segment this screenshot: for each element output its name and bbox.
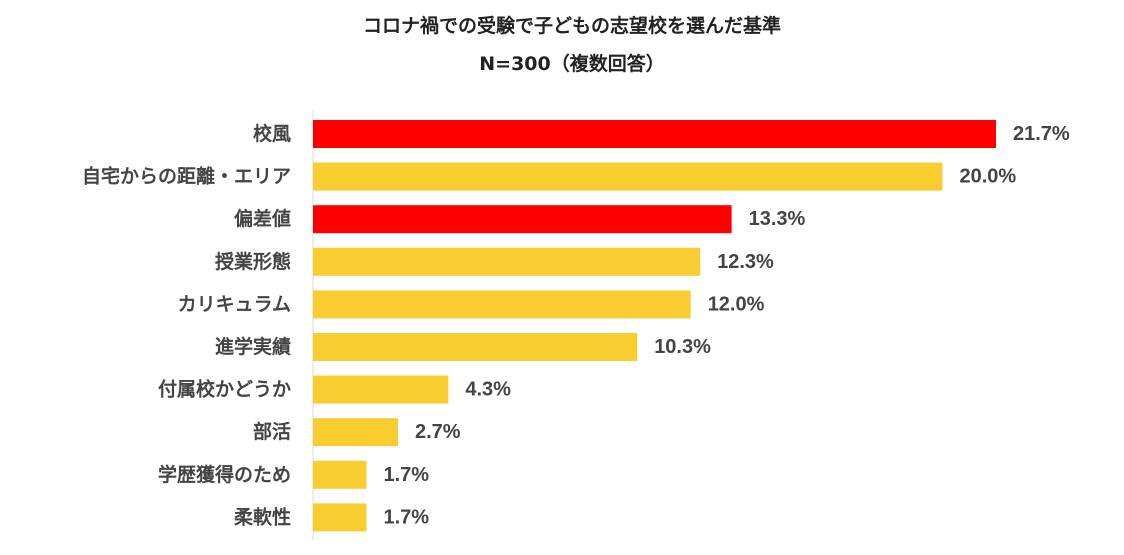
- chart-title: コロナ禍での受験で子どもの志望校を選んだ基準: [363, 14, 781, 37]
- bar-3: [313, 205, 732, 234]
- chart-subtitle: N=300（複数回答）: [479, 52, 664, 75]
- value-label-1: 21.7%: [1013, 123, 1070, 145]
- bar-8: [313, 418, 398, 447]
- bar-9: [313, 460, 367, 489]
- value-label-5: 12.0%: [708, 293, 765, 315]
- bar-6: [313, 333, 638, 361]
- category-label-5: カリキュラム: [178, 293, 291, 315]
- bar-4: [313, 247, 701, 276]
- bar-1: [313, 120, 996, 148]
- value-label-4: 12.3%: [717, 251, 774, 273]
- category-label-3: 偏差値: [234, 207, 291, 230]
- value-label-10: 1.7%: [384, 506, 430, 528]
- bar-10: [313, 503, 367, 532]
- value-label-6: 10.3%: [654, 336, 711, 358]
- category-label-10: 柔軟性: [234, 505, 291, 528]
- value-label-7: 4.3%: [465, 379, 511, 401]
- bar-5: [313, 290, 691, 319]
- category-label-7: 付属校かどうか: [158, 378, 291, 401]
- value-label-2: 20.0%: [959, 166, 1016, 188]
- category-labels-group: 校風自宅からの距離・エリア偏差値授業形態カリキュラム進学実績付属校かどうか部活学…: [82, 122, 291, 528]
- bar-7: [313, 375, 449, 404]
- value-label-3: 13.3%: [749, 208, 806, 230]
- category-label-8: 部活: [253, 420, 291, 443]
- bars-group: [313, 120, 996, 532]
- category-label-2: 自宅からの距離・エリア: [82, 165, 291, 188]
- value-labels-group: 21.7% 20.0% 13.3% 12.3% 12.0% 10.3% 4.3%2.7% 1.…: [384, 123, 1070, 528]
- category-label-4: 授業形態: [215, 250, 291, 273]
- category-label-6: 進学実績: [215, 335, 291, 358]
- category-label-1: 校風: [253, 122, 291, 145]
- value-label-8: 2.7%: [415, 421, 461, 443]
- category-label-9: 学歴獲得のため: [158, 463, 291, 486]
- bar-2: [313, 162, 943, 191]
- value-label-9: 1.7%: [384, 464, 430, 486]
